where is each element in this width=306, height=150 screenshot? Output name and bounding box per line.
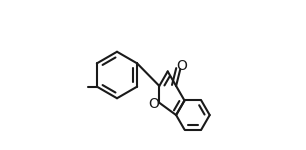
Text: O: O — [176, 59, 187, 73]
Text: O: O — [149, 96, 159, 111]
